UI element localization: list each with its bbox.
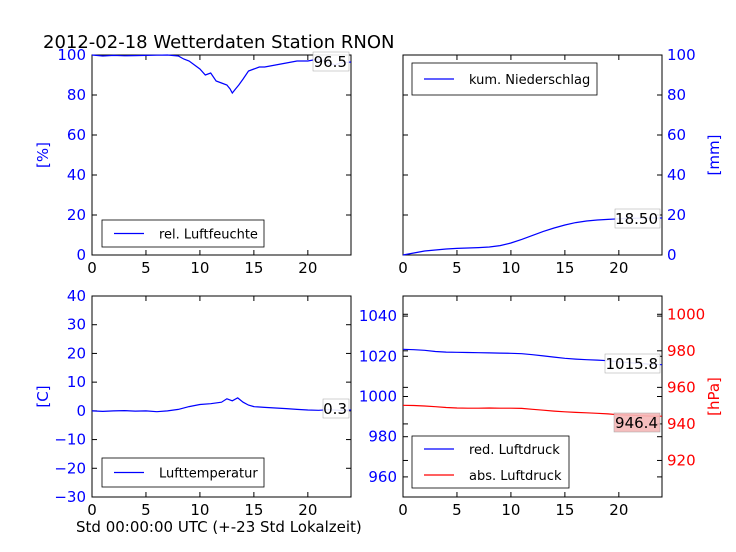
x-tick-label: 10: [501, 259, 520, 277]
value-box: [312, 51, 350, 72]
x-tick-label: 15: [555, 501, 574, 519]
chart-panel-top-left: 0 5 10 15 20 0 20 40 60 80 100 [%] rel. Luftfeuchte 9…: [34, 46, 352, 277]
y-tick-label: 960: [667, 378, 696, 396]
y-tick-label: 20: [67, 344, 86, 362]
x-tick-label: 15: [244, 501, 263, 519]
x-tick-label: 20: [298, 259, 317, 277]
last-value-label: 1015.8: [606, 355, 659, 373]
x-tick-label: 10: [501, 501, 520, 519]
figure-title: 2012-02-18 Wetterdaten Station RNON: [43, 32, 394, 53]
y-tick-label: −30: [54, 488, 86, 506]
legend-label: Lufttemperatur: [159, 467, 258, 482]
y-tick-label: 100: [667, 46, 696, 64]
y-tick-label: 0: [76, 246, 86, 264]
y-tick-label: −20: [54, 459, 86, 477]
y-tick-label: 80: [667, 86, 686, 104]
y-tick-label: 1000: [359, 388, 397, 406]
y-tick-label: 40: [667, 166, 686, 184]
y-tick-label: 10: [67, 373, 86, 391]
value-box: [614, 208, 661, 229]
x-tick-label: 15: [555, 259, 574, 277]
x-tick-label: 10: [190, 259, 209, 277]
legend: kum. Niederschlag: [411, 62, 598, 96]
y-tick-label: 60: [67, 126, 86, 144]
y-axis-label: [mm]: [705, 135, 723, 176]
chart-panel-bottom-left: 0 5 10 15 20 −30 −20 −10 0 10 20 30 40 [C] Lufttempera…: [34, 287, 352, 519]
value-box: [604, 353, 661, 374]
x-tick-label: 10: [190, 501, 209, 519]
y-axis-label: [C]: [34, 385, 52, 407]
series-line-lufttemperatur: [91, 397, 352, 413]
chart-panel-bottom-right: 0 5 10 15 20 960 980 1000 1020 1040 920 940 960 980 10…: [359, 295, 723, 519]
last-value-label: 96.5: [314, 53, 347, 71]
x-tick-label: 15: [244, 259, 263, 277]
legend: rel. Luftfeuchte: [101, 219, 265, 248]
y-tick-label: 980: [368, 428, 397, 446]
legend-label: rel. Luftfeuchte: [159, 228, 258, 243]
legend-box: [411, 435, 570, 489]
x-tick-label: 5: [452, 501, 462, 519]
x-tick-label: 5: [141, 259, 151, 277]
x-tick-label: 5: [452, 259, 462, 277]
legend: Lufttemperatur: [101, 457, 265, 488]
last-value-label: 0.3: [323, 400, 347, 418]
y-tick-label: 980: [667, 342, 696, 360]
y-tick-label: 80: [67, 86, 86, 104]
chart-panel-top-right: 0 5 10 15 20 0 20 40 60 80 100 [mm] kum. Niederschla…: [398, 46, 723, 277]
y-axis-label: [%]: [34, 142, 52, 168]
legend-label: abs. Luftdruck: [469, 469, 562, 484]
y-tick-label: 1040: [359, 307, 397, 325]
x-tick-label: 20: [609, 259, 628, 277]
y-tick-label: 1000: [667, 305, 705, 323]
y-axis-label: [hPa]: [705, 377, 723, 416]
x-tick-label: 0: [87, 259, 97, 277]
y-tick-label: 0: [667, 246, 677, 264]
y-tick-label: 100: [57, 46, 86, 64]
time-axis-caption: Std 00:00:00 UTC (+-23 Std Lokalzeit): [76, 518, 362, 536]
x-tick-label: 5: [141, 501, 151, 519]
y-tick-label: 0: [76, 402, 86, 420]
legend-label: red. Luftdruck: [469, 443, 560, 458]
x-tick-label: 0: [398, 259, 408, 277]
value-box: [613, 412, 661, 433]
y-tick-label: −10: [54, 431, 86, 449]
last-value-label: 946.4: [615, 414, 658, 432]
y-tick-label: 920: [667, 451, 696, 469]
y-tick-label: 30: [67, 316, 86, 334]
legend: red. Luftdruck abs. Luftdruck: [411, 435, 570, 489]
y-tick-label: 60: [667, 126, 686, 144]
y-tick-label: 1020: [359, 347, 397, 365]
value-box: [322, 398, 350, 419]
y-tick-label: 940: [667, 415, 696, 433]
x-tick-label: 0: [87, 501, 97, 519]
y-tick-label: 20: [67, 206, 86, 224]
x-tick-label: 20: [298, 501, 317, 519]
x-tick-label: 0: [398, 501, 408, 519]
series-line-rel-luftfeuchte: [91, 54, 352, 95]
legend-box: [101, 219, 265, 248]
y-tick-label: 960: [368, 468, 397, 486]
y-tick-label: 20: [667, 206, 686, 224]
x-tick-label: 20: [609, 501, 628, 519]
legend-label: kum. Niederschlag: [469, 73, 590, 88]
last-value-label: 18.50: [615, 210, 658, 228]
y-tick-label: 40: [67, 287, 86, 305]
y-tick-label: 40: [67, 166, 86, 184]
